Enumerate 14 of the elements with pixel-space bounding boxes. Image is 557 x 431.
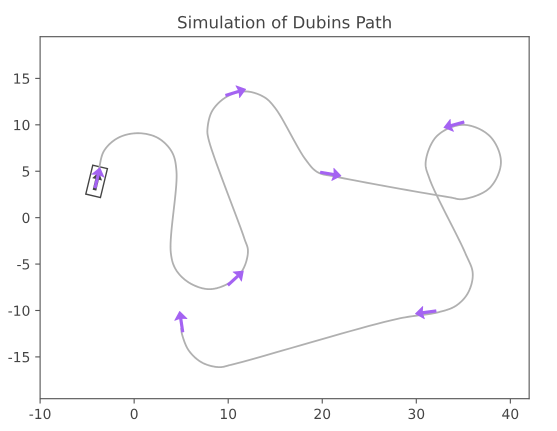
y-tick-label: -10 [8, 305, 30, 316]
x-tick-label: 10 [220, 408, 236, 420]
y-tick-label: 0 [22, 212, 30, 224]
x-tick-label: 40 [502, 408, 518, 420]
y-tick-label: 15 [14, 74, 30, 84]
x-tick-label: 0 [130, 408, 138, 420]
x-tick-label: 30 [408, 408, 424, 420]
y-tick-label: -5 [17, 259, 30, 270]
y-tick-label: -15 [8, 352, 30, 362]
chart-title: Simulation of Dubins Path [178, 16, 391, 29]
y-tick-label: 5 [22, 166, 30, 177]
x-tick-label: 20 [314, 408, 330, 420]
x-tick-label: -10 [29, 408, 51, 420]
y-tick-label: 10 [14, 120, 30, 130]
